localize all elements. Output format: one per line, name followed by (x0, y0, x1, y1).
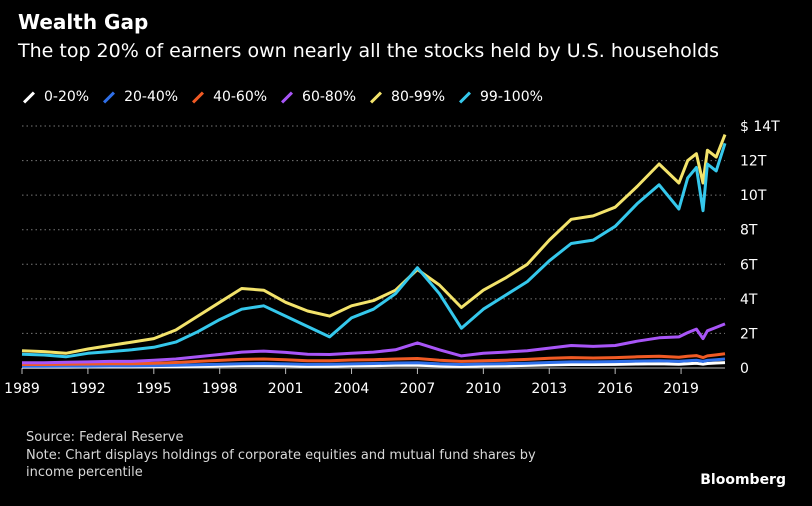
x-tick-label: 1989 (4, 381, 40, 397)
x-tick-label: 2019 (663, 381, 699, 397)
x-tick-label: 2007 (400, 381, 436, 397)
legend-swatch (22, 90, 36, 104)
x-tick-label: 2016 (597, 381, 633, 397)
legend-swatch (459, 90, 472, 104)
series-line-20-40 (22, 357, 726, 368)
chart-legend: 0-20% 20-40% 40-60% 60-80% 80-99% 99-100% (22, 89, 556, 105)
legend-label: 99-100% (480, 89, 543, 105)
legend-item: 99-100% (458, 89, 543, 105)
y-tick-label: 10T (740, 188, 767, 204)
series-line-40-60 (22, 352, 726, 366)
x-tick-label: 1998 (202, 381, 238, 397)
x-tick-label: 2010 (466, 381, 502, 397)
y-tick-label: 12T (740, 154, 767, 170)
legend-swatch (370, 90, 383, 104)
legend-label: 20-40% (124, 89, 179, 105)
legend-item: 80-99% (369, 89, 445, 105)
series-line-60-80 (22, 322, 726, 365)
legend-label: 0-20% (44, 89, 90, 105)
legend-item: 20-40% (102, 89, 178, 105)
legend-item: 40-60% (191, 89, 267, 105)
chart-plot: 0 2T 4T 6T 8T 10T 12T $ 14T 1989 1992 1995 1998 2001… (4, 119, 780, 397)
legend-swatch (103, 90, 116, 104)
x-tick-label: 2013 (531, 381, 567, 397)
y-tick-label: 8T (740, 223, 758, 239)
chart-note-line1: Note: Chart displays holdings of corpora… (26, 448, 536, 463)
legend-label: 60-80% (302, 89, 357, 105)
legend-swatch (192, 90, 205, 104)
x-tick-label: 2001 (268, 381, 304, 397)
series-line-99-100 (21, 142, 727, 359)
y-tick-label: 2T (740, 326, 758, 342)
y-tick-label: 6T (740, 257, 758, 273)
x-tick-label: 1992 (70, 381, 106, 397)
chart-subtitle: The top 20% of earners own nearly all th… (18, 40, 720, 62)
chart-note-line2: income percentile (26, 465, 143, 480)
legend-item: 0-20% (22, 89, 89, 105)
source-note: Source: Federal Reserve (26, 430, 184, 445)
legend-item: 60-80% (280, 89, 356, 105)
series-line-80-99 (21, 134, 727, 355)
chart-title: Wealth Gap (18, 10, 149, 34)
x-tick-label: 1995 (136, 381, 172, 397)
y-tick-label: 4T (740, 292, 758, 308)
legend-label: 80-99% (391, 89, 446, 105)
y-tick-label: $ 14T (740, 119, 780, 135)
legend-label: 40-60% (213, 89, 268, 105)
y-tick-label: 0 (740, 361, 749, 377)
bloomberg-logo: Bloomberg (700, 472, 786, 488)
legend-swatch (281, 90, 294, 104)
x-tick-label: 2004 (334, 381, 370, 397)
